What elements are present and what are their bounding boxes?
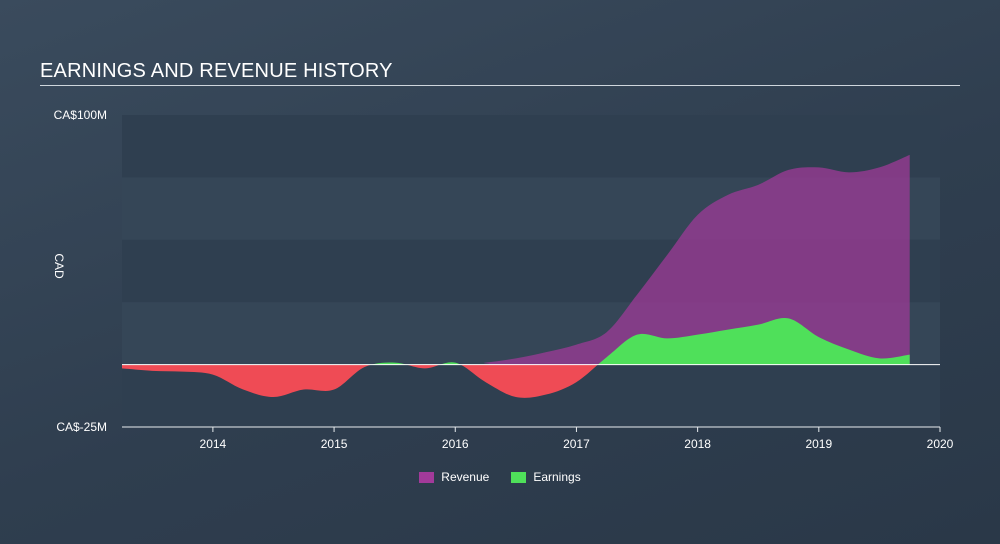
y-tick-label: CA$-25M [56, 420, 107, 434]
x-tick-label: 2018 [684, 437, 711, 451]
series-areas [122, 154, 910, 398]
axes: 2014 2015 2016 2017 2018 2019 2020 CA$100M CA$-2… [52, 108, 954, 451]
x-tick-label: 2017 [563, 437, 590, 451]
legend-item-earnings[interactable]: Earnings [511, 470, 581, 484]
legend-label-revenue: Revenue [441, 470, 490, 484]
legend-label-earnings: Earnings [533, 470, 581, 484]
earnings-area-positive [122, 318, 910, 365]
revenue-area [122, 154, 910, 365]
legend-item-revenue[interactable]: Revenue [419, 470, 489, 484]
x-tick-label: 2019 [805, 437, 832, 451]
legend: Revenue Earnings [0, 470, 1000, 484]
legend-swatch-earnings [511, 471, 527, 483]
earnings-area-negative [122, 364, 598, 398]
x-tick-label: 2014 [200, 437, 227, 451]
y-axis-label: CAD [52, 253, 66, 279]
chart-title: EARNINGS AND REVENUE HISTORY [40, 60, 393, 82]
x-tick-label: 2020 [927, 437, 954, 451]
title-divider [40, 85, 960, 86]
x-tick-label: 2016 [442, 437, 469, 451]
legend-swatch-revenue [419, 471, 435, 483]
grid-band [122, 115, 940, 178]
x-tick-label: 2015 [321, 437, 348, 451]
y-tick-label: CA$100M [54, 108, 107, 122]
